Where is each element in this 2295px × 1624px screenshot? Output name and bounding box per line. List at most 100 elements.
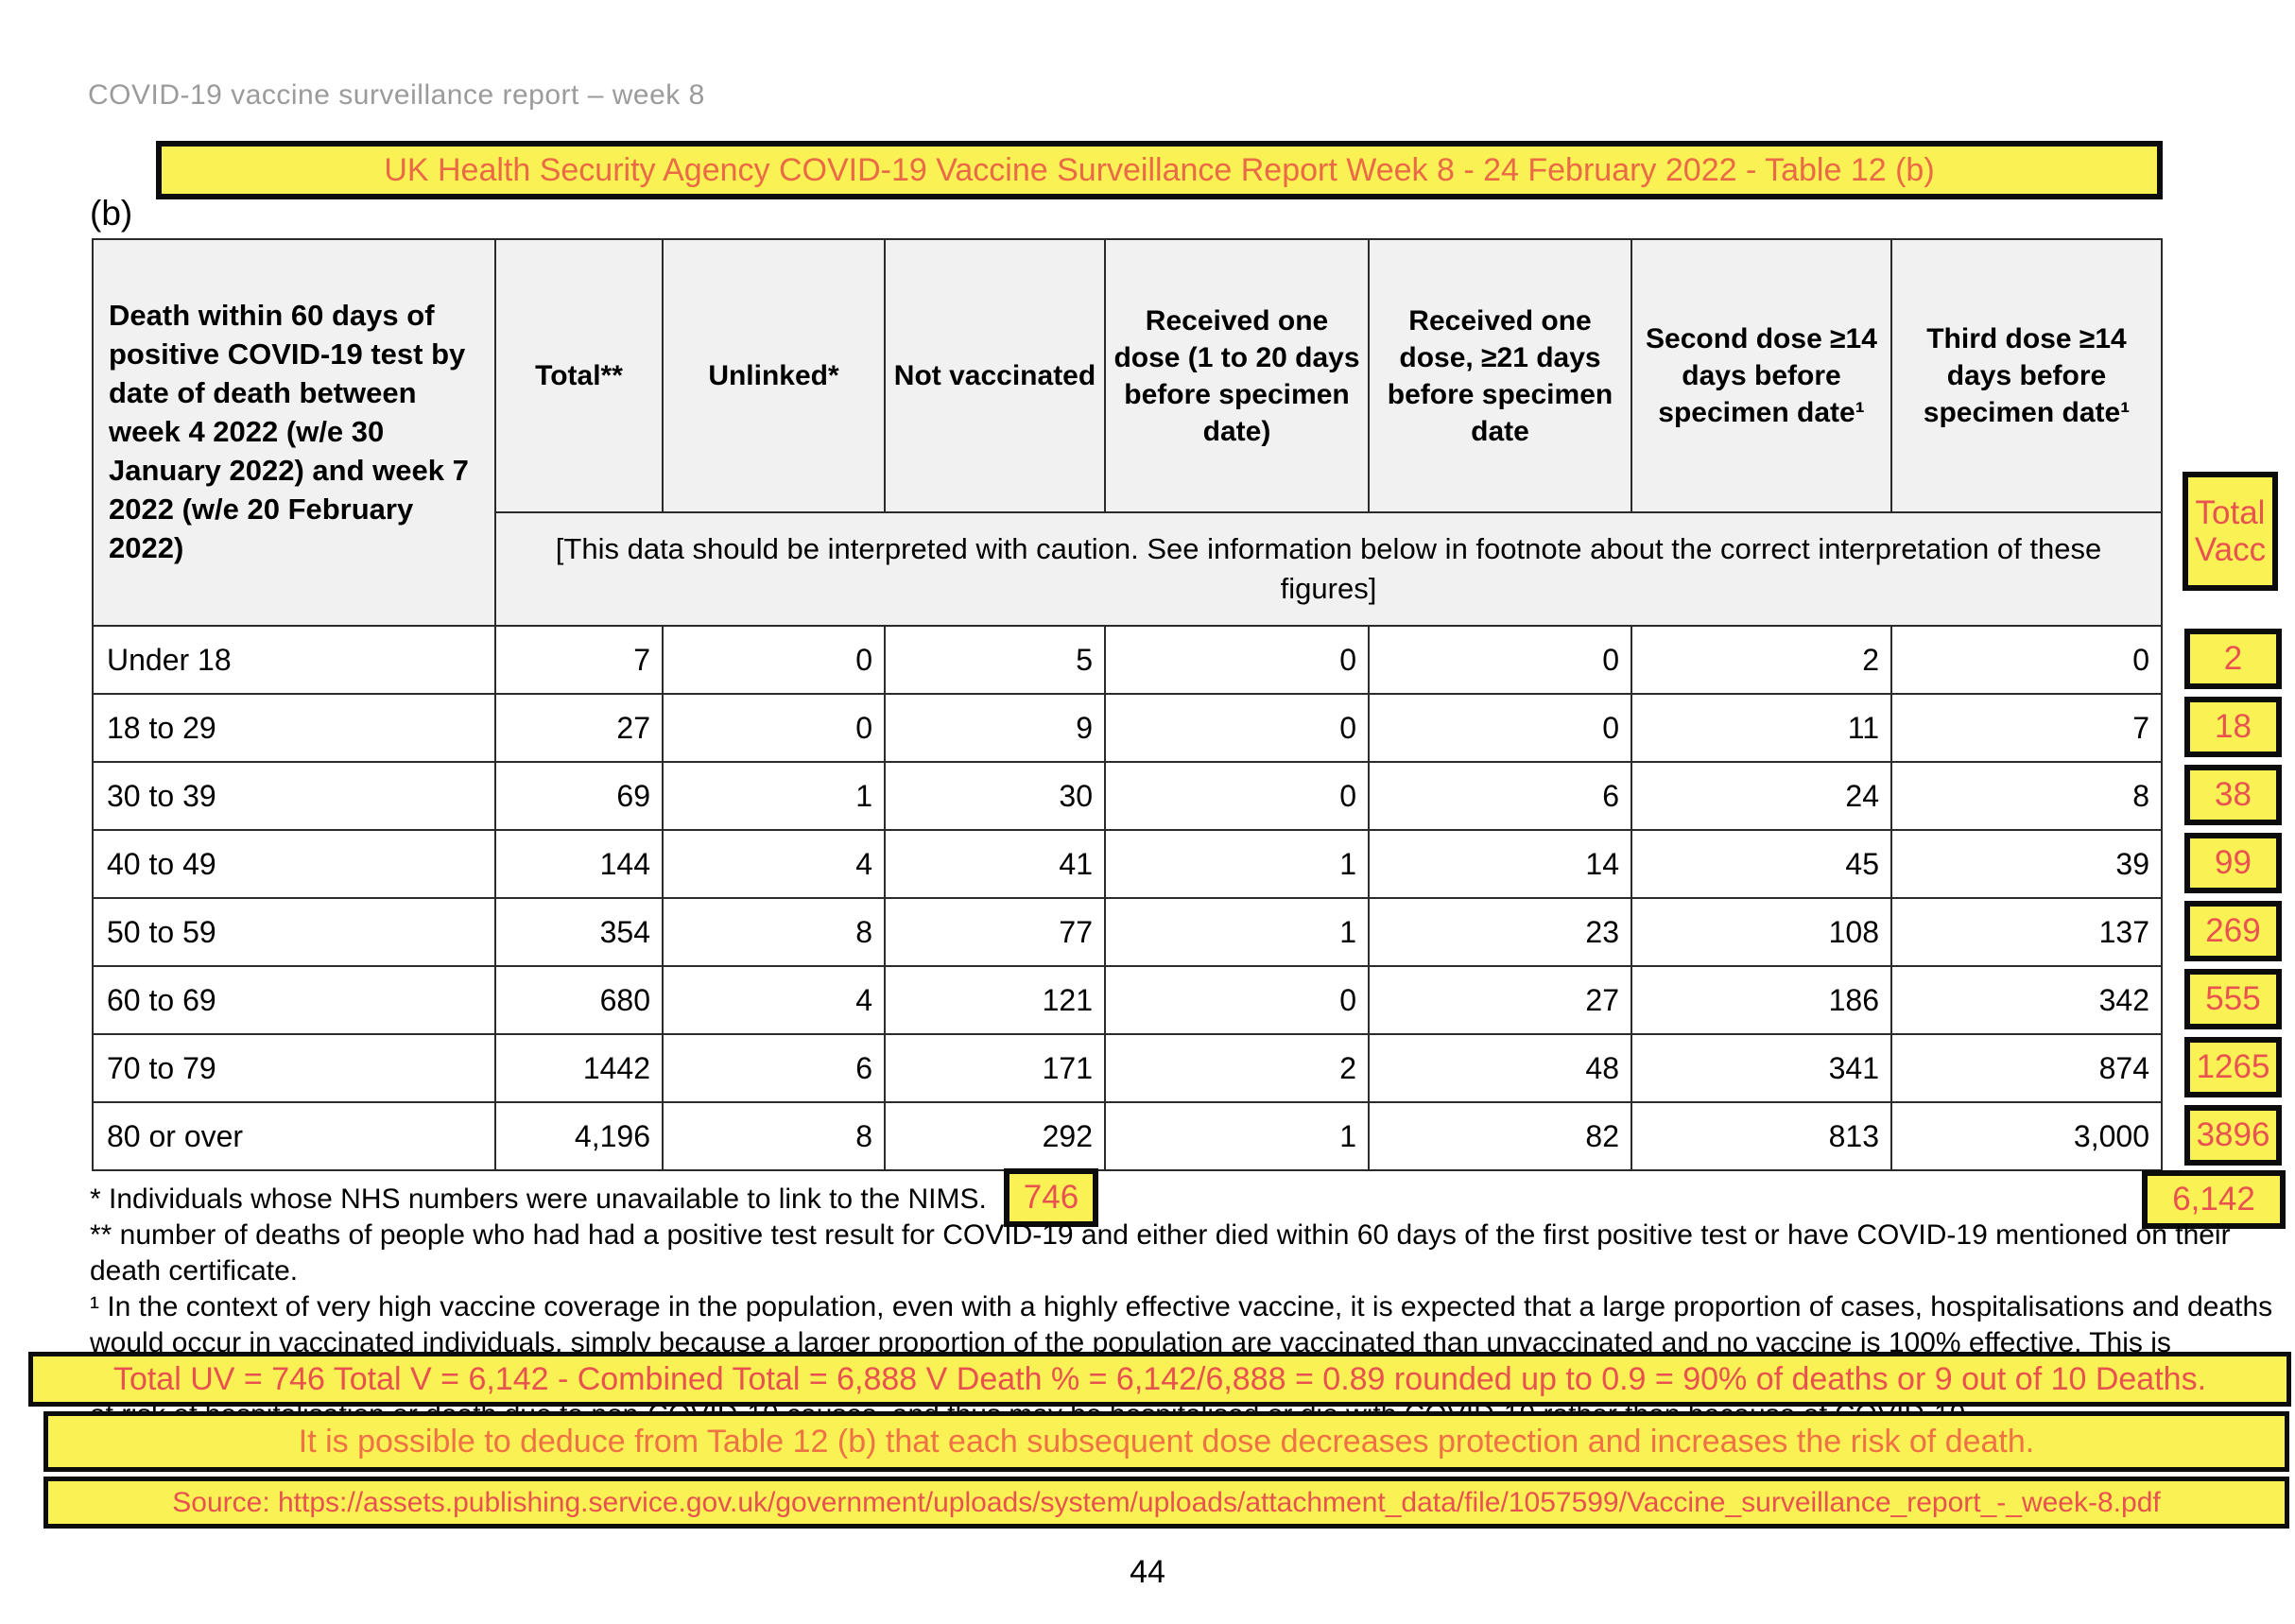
value-cell: 41 [884,829,1106,899]
col-header-total: Total** [494,238,664,513]
value-cell: 341 [1631,1033,1892,1103]
value-cell: 30 [884,761,1106,831]
col-header-second-dose: Second dose ≥14 days before specimen dat… [1631,238,1892,513]
value-cell: 0 [1104,965,1370,1035]
value-cell: 1442 [494,1033,664,1103]
value-cell: 874 [1890,1033,2163,1103]
value-cell: 11 [1631,693,1892,763]
total-vacc-header-box: Total Vacc [2183,472,2278,591]
table-row: 50 to 59 354 8 77 1 23 108 137 [92,897,2163,967]
value-cell: 0 [1104,625,1370,695]
value-cell: 6 [662,1033,886,1103]
value-cell: 5 [884,625,1106,695]
age-group-cell: 18 to 29 [92,693,496,763]
value-cell: 813 [1631,1101,1892,1171]
total-vacc-box: 18 [2184,697,2282,757]
value-cell: 0 [1368,625,1632,695]
footnote-unlinked: * Individuals whose NHS numbers were una… [90,1183,987,1215]
col-header-one-dose-1-20: Received one dose (1 to 20 days before s… [1104,238,1370,513]
value-cell: 6 [1368,761,1632,831]
source-banner: Source: https://assets.publishing.servic… [43,1477,2289,1529]
value-cell: 1 [662,761,886,831]
deduction-banner-text: It is possible to deduce from Table 12 (… [298,1423,2035,1460]
value-cell: 4 [662,965,886,1035]
value-cell: 1 [1104,1101,1370,1171]
table-row: 30 to 39 69 1 30 0 6 24 8 [92,761,2163,831]
report-header: COVID-19 vaccine surveillance report – w… [88,79,705,111]
value-cell: 24 [1631,761,1892,831]
value-cell: 8 [1890,761,2163,831]
value-cell: 2 [1631,625,1892,695]
vaccinated-grand-total-box: 6,142 [2142,1170,2286,1229]
table-row: 60 to 69 680 4 121 0 27 186 342 [92,965,2163,1035]
value-cell: 3,000 [1890,1101,2163,1171]
value-cell: 0 [1104,761,1370,831]
value-cell: 108 [1631,897,1892,967]
value-cell: 121 [884,965,1106,1035]
total-vacc-box: 555 [2184,969,2282,1029]
footnote-total-definition: ** number of deaths of people who had ha… [90,1219,2231,1287]
value-cell: 4 [662,829,886,899]
surveillance-table: Death within 60 days of positive COVID-1… [92,238,2163,1171]
title-banner: UK Health Security Agency COVID-19 Vacci… [156,141,2163,199]
page-number: 44 [1130,1554,1165,1590]
value-cell: 137 [1890,897,2163,967]
summary-banner-text: Total UV = 746 Total V = 6,142 - Combine… [112,1360,2207,1397]
value-cell: 8 [662,1101,886,1171]
value-cell: 0 [1890,625,2163,695]
value-cell: 9 [884,693,1106,763]
value-cell: 77 [884,897,1106,967]
table-row: 80 or over 4,196 8 292 1 82 813 3,000 [92,1101,2163,1171]
table-row-header: Death within 60 days of positive COVID-1… [92,238,496,627]
age-group-cell: 70 to 79 [92,1033,496,1103]
source-url-link[interactable]: Source: https://assets.publishing.servic… [172,1486,2161,1518]
title-banner-text: UK Health Security Agency COVID-19 Vacci… [384,151,1935,188]
total-vacc-box: 2 [2184,629,2282,689]
value-cell: 354 [494,897,664,967]
unvaccinated-total-box: 746 [1004,1168,1098,1227]
total-vacc-box: 269 [2184,901,2282,961]
value-cell: 14 [1368,829,1632,899]
value-cell: 7 [1890,693,2163,763]
value-cell: 27 [494,693,664,763]
value-cell: 0 [1368,693,1632,763]
age-group-cell: 50 to 59 [92,897,496,967]
value-cell: 82 [1368,1101,1632,1171]
value-cell: 69 [494,761,664,831]
total-vacc-box: 3896 [2184,1105,2282,1166]
value-cell: 171 [884,1033,1106,1103]
value-cell: 1 [1104,829,1370,899]
value-cell: 8 [662,897,886,967]
total-vacc-box: 1265 [2184,1037,2282,1097]
table-row: Under 18 7 0 5 0 0 2 0 [92,625,2163,695]
value-cell: 4,196 [494,1101,664,1171]
table-sub-label: (b) [90,194,133,233]
age-group-cell: 40 to 49 [92,829,496,899]
col-header-third-dose: Third dose ≥14 days before specimen date… [1890,238,2163,513]
value-cell: 1 [1104,897,1370,967]
value-cell: 342 [1890,965,2163,1035]
col-header-not-vaccinated: Not vaccinated [884,238,1106,513]
summary-banner: Total UV = 746 Total V = 6,142 - Combine… [28,1352,2291,1407]
table-row: 18 to 29 27 0 9 0 0 11 7 [92,693,2163,763]
value-cell: 45 [1631,829,1892,899]
deduction-banner: It is possible to deduce from Table 12 (… [43,1411,2289,1472]
age-group-cell: 30 to 39 [92,761,496,831]
age-group-cell: Under 18 [92,625,496,695]
col-header-one-dose-21plus: Received one dose, ≥21 days before speci… [1368,238,1632,513]
value-cell: 292 [884,1101,1106,1171]
age-group-cell: 60 to 69 [92,965,496,1035]
value-cell: 0 [662,693,886,763]
value-cell: 0 [662,625,886,695]
age-group-cell: 80 or over [92,1101,496,1171]
total-vacc-box: 38 [2184,765,2282,825]
value-cell: 0 [1104,693,1370,763]
value-cell: 27 [1368,965,1632,1035]
caution-note: [This data should be interpreted with ca… [494,511,2163,627]
value-cell: 39 [1890,829,2163,899]
table-row: 70 to 79 1442 6 171 2 48 341 874 [92,1033,2163,1103]
table-row: 40 to 49 144 4 41 1 14 45 39 [92,829,2163,899]
value-cell: 186 [1631,965,1892,1035]
value-cell: 23 [1368,897,1632,967]
